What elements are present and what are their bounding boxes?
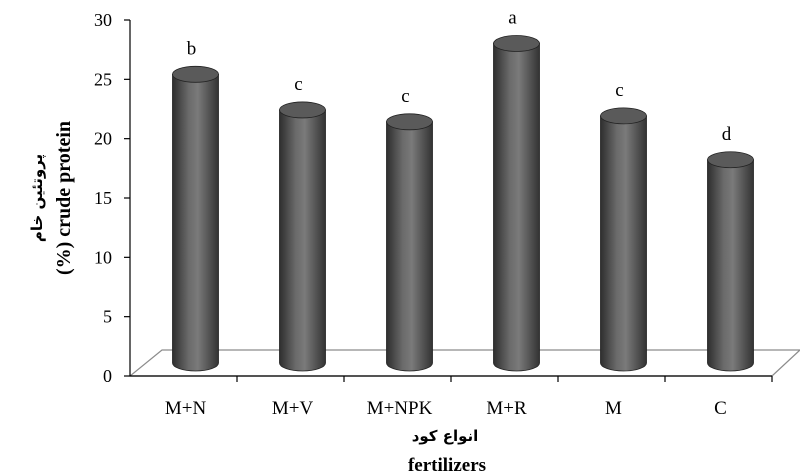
y-tick-label: 15 bbox=[94, 188, 112, 208]
bar-top-cap bbox=[386, 113, 433, 131]
y-axis-label: (%) crude protein bbox=[53, 121, 75, 275]
bars-group: b c c a c d bbox=[172, 7, 754, 372]
bar-c bbox=[707, 151, 754, 372]
bar-m-r bbox=[493, 35, 540, 372]
y-axis-label-persian: پروتئین خام bbox=[28, 154, 47, 242]
x-category-label: M+R bbox=[486, 398, 527, 419]
bar-top-cap bbox=[600, 107, 647, 125]
significance-label: c bbox=[615, 80, 623, 101]
y-tick-label: 30 bbox=[94, 10, 112, 30]
y-tick-label: 20 bbox=[94, 129, 112, 149]
significance-label: a bbox=[508, 7, 517, 28]
bar-m-n bbox=[172, 65, 219, 372]
x-axis-label: fertilizers bbox=[408, 455, 486, 475]
y-tick-label: 25 bbox=[94, 69, 112, 89]
bar-m-npk bbox=[386, 113, 433, 372]
x-category-label: M bbox=[605, 398, 622, 419]
bar-top-cap bbox=[172, 65, 219, 83]
bar-body bbox=[279, 109, 326, 372]
bar-body bbox=[172, 73, 219, 372]
bar-body bbox=[493, 43, 540, 372]
y-axis-ticks: 0 5 10 15 20 25 30 bbox=[94, 10, 130, 386]
bar-body bbox=[707, 159, 754, 372]
y-tick-label: 10 bbox=[94, 247, 112, 267]
significance-label: c bbox=[401, 86, 409, 107]
significance-label: d bbox=[722, 124, 732, 145]
x-axis-categories: M+N M+V M+NPK M+R M C bbox=[165, 376, 773, 419]
x-axis-label-persian: انواع کود bbox=[412, 427, 479, 445]
x-category-label: C bbox=[714, 398, 727, 419]
bar-top-cap bbox=[493, 35, 540, 52]
y-tick-label: 5 bbox=[103, 307, 112, 327]
bar-top-cap bbox=[707, 151, 754, 169]
x-category-label: M+NPK bbox=[367, 398, 433, 419]
significance-label: b bbox=[187, 38, 197, 59]
bar-top-cap bbox=[279, 101, 326, 119]
significance-label: c bbox=[294, 74, 302, 95]
y-tick-label: 0 bbox=[103, 366, 112, 386]
bar-body bbox=[386, 121, 433, 372]
x-category-label: M+N bbox=[165, 398, 207, 419]
bar-m bbox=[600, 107, 647, 372]
chart-floor bbox=[128, 349, 800, 377]
bar-m-v bbox=[279, 101, 326, 372]
x-category-label: M+V bbox=[272, 398, 314, 419]
bar-body bbox=[600, 115, 647, 372]
